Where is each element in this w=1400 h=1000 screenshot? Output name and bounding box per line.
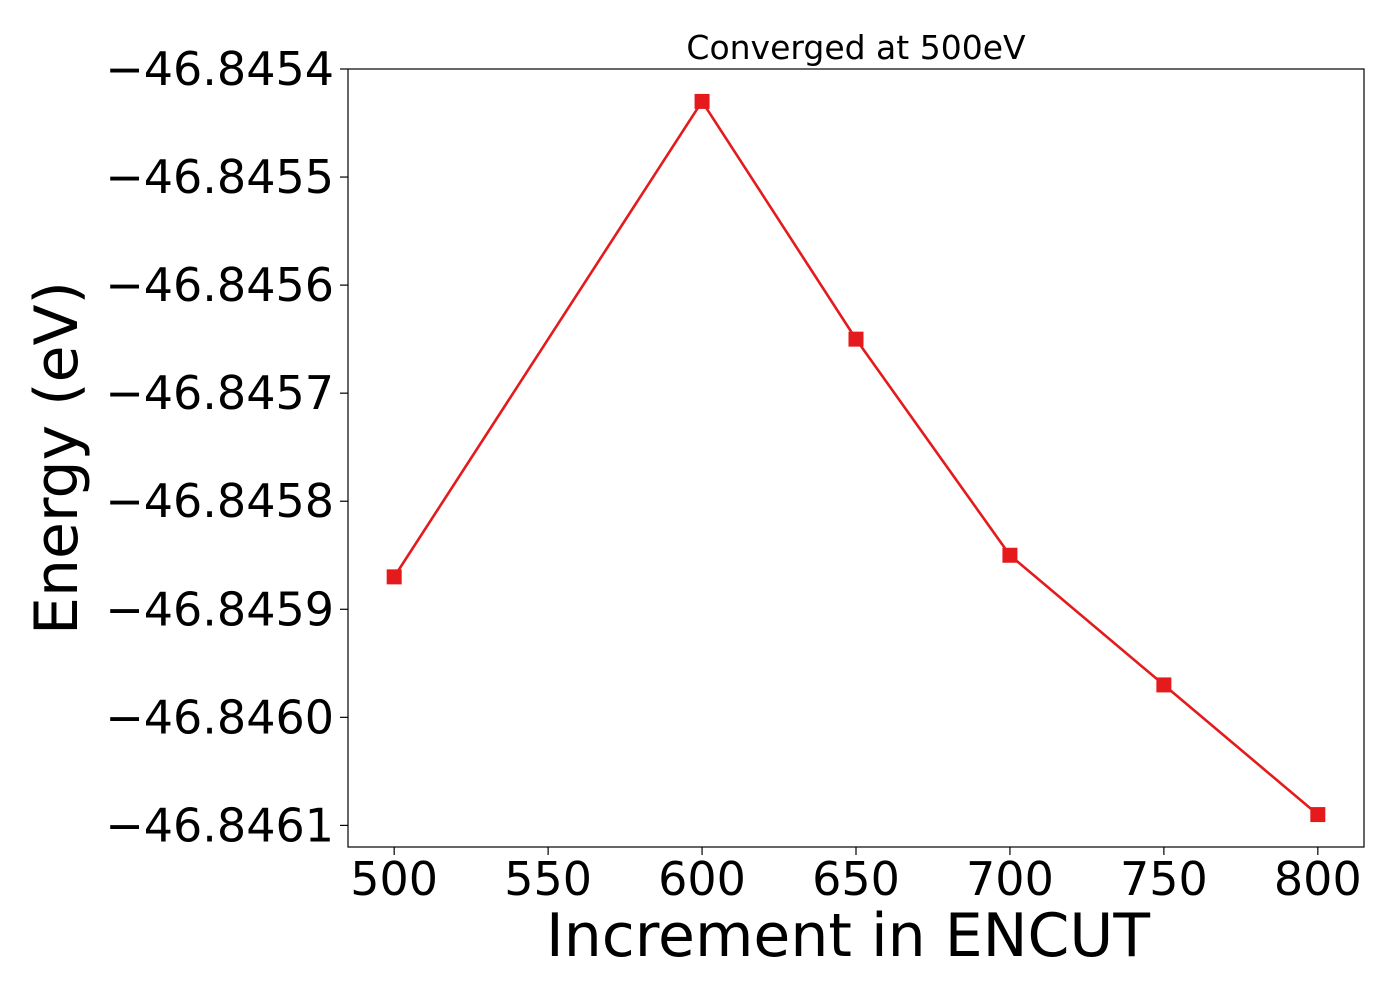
x-tick-label: 700 xyxy=(966,852,1054,906)
x-axis-ticks: 500 550 600 650 700 750 800 xyxy=(350,847,1362,906)
data-point-marker xyxy=(848,331,864,347)
y-tick-label: −46.8458 xyxy=(105,474,334,528)
data-point-marker xyxy=(1156,677,1172,693)
series-line xyxy=(393,100,1319,816)
x-tick-label: 650 xyxy=(812,852,900,906)
x-tick-label: 600 xyxy=(658,852,746,906)
y-axis-title: Energy (eV) xyxy=(22,281,92,635)
y-tick-label: −46.8455 xyxy=(105,150,334,204)
data-point-marker xyxy=(694,93,710,109)
x-tick-label: 750 xyxy=(1120,852,1208,906)
y-tick-label: −46.8461 xyxy=(105,798,334,852)
data-point-marker xyxy=(1002,547,1018,563)
y-tick-label: −46.8459 xyxy=(105,582,334,636)
x-tick-label: 500 xyxy=(350,852,438,906)
data-point-marker xyxy=(1310,807,1326,823)
y-tick-label: −46.8454 xyxy=(105,42,334,96)
y-tick-label: −46.8456 xyxy=(105,258,334,312)
y-tick-label: −46.8460 xyxy=(105,690,334,744)
x-axis-title: Increment in ENCUT xyxy=(546,901,1150,971)
y-tick-label: −46.8457 xyxy=(105,366,334,420)
x-tick-label: 550 xyxy=(504,852,592,906)
plot-frame xyxy=(347,68,1365,848)
y-axis-ticks: −46.8454 −46.8455 −46.8456 −46.8457 −46.8458… xyxy=(105,42,348,852)
x-tick-label: 800 xyxy=(1274,852,1362,906)
data-point-marker xyxy=(386,569,402,585)
chart-title: Converged at 500eV xyxy=(686,28,1026,67)
series-layer xyxy=(386,93,1326,823)
